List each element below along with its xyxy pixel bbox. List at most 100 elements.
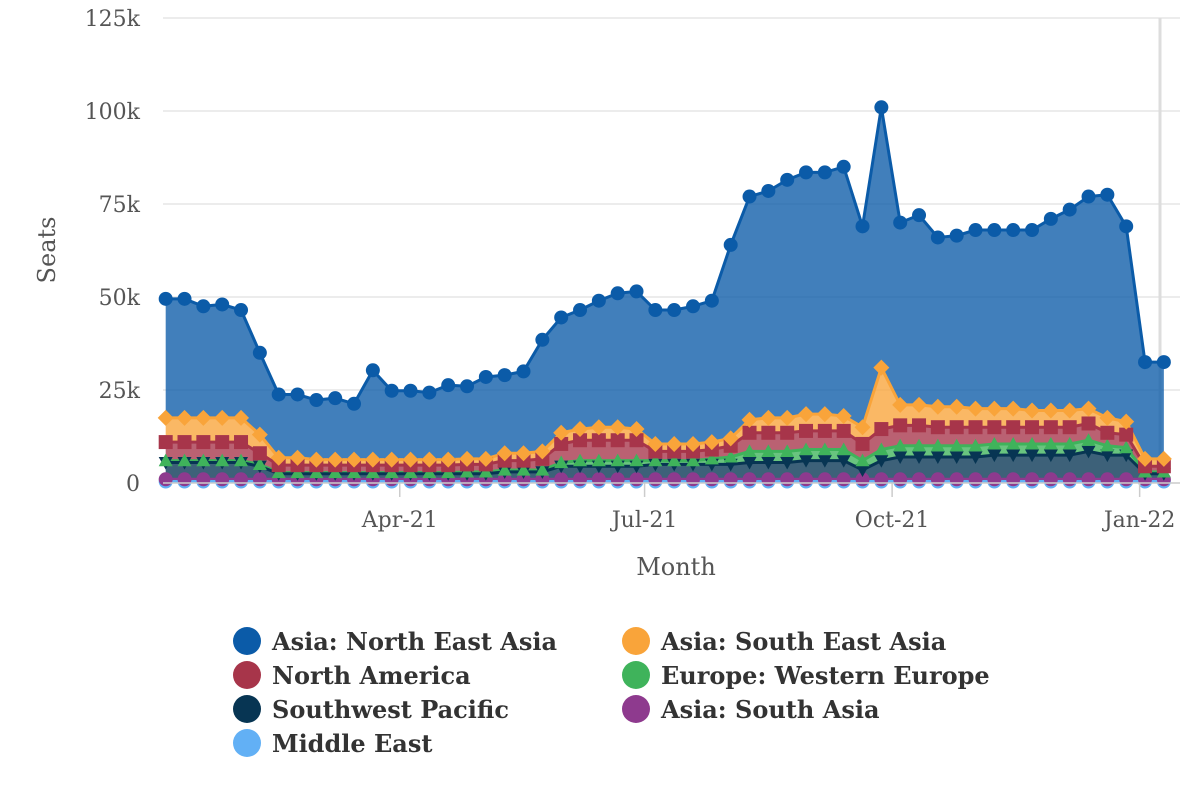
data-point xyxy=(1006,449,1021,463)
data-point xyxy=(1043,436,1058,450)
data-point xyxy=(591,293,606,308)
data-point xyxy=(968,420,983,435)
data-point xyxy=(722,430,739,447)
data-point xyxy=(1024,402,1041,419)
data-point xyxy=(215,297,230,312)
data-point xyxy=(874,100,889,115)
x-tick-label: Apr-21 xyxy=(361,508,438,533)
data-point xyxy=(177,291,192,306)
data-point xyxy=(873,359,890,376)
data-point xyxy=(930,472,945,487)
data-point xyxy=(157,409,174,426)
data-point xyxy=(572,421,589,438)
data-point xyxy=(780,425,795,440)
x-tick-label: Jul-21 xyxy=(610,508,677,533)
y-tick-label: 25k xyxy=(99,379,141,404)
data-point xyxy=(686,299,701,314)
data-point xyxy=(1062,202,1077,217)
data-point xyxy=(855,464,870,477)
data-point xyxy=(874,442,889,456)
data-point xyxy=(780,172,795,187)
data-point xyxy=(817,472,832,487)
data-point xyxy=(365,363,380,378)
data-point xyxy=(986,400,1003,417)
data-point xyxy=(742,425,757,440)
data-point xyxy=(590,419,607,436)
data-point xyxy=(704,451,719,465)
legend-item: Southwest Pacific xyxy=(233,695,509,724)
legend: Asia: North East Asia Asia: South East As… xyxy=(233,627,990,758)
x-tick-label: Jan-22 xyxy=(1102,508,1176,533)
data-point xyxy=(158,453,173,467)
data-point xyxy=(667,472,682,487)
data-point xyxy=(234,303,249,318)
data-point xyxy=(1119,440,1134,454)
data-point xyxy=(647,435,664,452)
data-point xyxy=(1080,400,1097,417)
data-point xyxy=(892,396,909,413)
data-point xyxy=(554,455,569,469)
y-tick-label: 50k xyxy=(99,286,141,311)
data-point xyxy=(573,303,588,318)
data-point xyxy=(987,449,1002,463)
data-point xyxy=(1042,402,1059,419)
data-point xyxy=(1062,436,1077,450)
data-point xyxy=(252,446,267,461)
legend-label: Europe: Western Europe xyxy=(661,661,990,690)
data-point xyxy=(930,451,945,464)
data-point xyxy=(930,230,945,245)
data-point xyxy=(535,332,550,347)
data-point xyxy=(1061,402,1078,419)
data-point xyxy=(347,396,362,411)
data-point xyxy=(874,422,889,437)
data-point xyxy=(741,411,758,428)
legend-item: North America xyxy=(233,661,471,690)
data-point xyxy=(912,208,927,223)
y-tick-label: 125k xyxy=(85,7,141,32)
data-point xyxy=(1100,472,1115,487)
data-point xyxy=(666,435,683,452)
data-point xyxy=(1043,449,1058,463)
data-point xyxy=(967,400,984,417)
y-tick-label: 100k xyxy=(85,100,141,125)
data-point xyxy=(685,435,702,452)
data-point xyxy=(234,435,249,450)
data-point xyxy=(686,472,701,487)
data-point xyxy=(742,444,757,457)
data-point xyxy=(742,456,757,470)
data-point xyxy=(1025,436,1040,450)
data-point xyxy=(855,436,870,451)
data-point xyxy=(289,449,306,466)
data-point xyxy=(760,409,777,426)
data-point xyxy=(893,438,908,452)
data-point xyxy=(196,472,211,487)
data-point xyxy=(648,453,663,467)
data-point xyxy=(742,189,757,204)
data-point xyxy=(987,472,1002,487)
data-point xyxy=(196,435,211,450)
data-point xyxy=(251,426,268,443)
data-point xyxy=(516,364,531,379)
data-point xyxy=(591,453,606,467)
data-point xyxy=(195,409,212,426)
data-point xyxy=(817,455,832,468)
data-point xyxy=(817,165,832,180)
data-point xyxy=(177,472,192,487)
data-point xyxy=(930,420,945,435)
data-point xyxy=(704,293,719,308)
data-point xyxy=(554,436,569,451)
data-point xyxy=(1006,436,1021,450)
legend-swatch xyxy=(622,627,650,655)
data-point xyxy=(780,444,795,457)
data-point xyxy=(628,421,645,438)
data-point xyxy=(817,423,832,438)
data-point xyxy=(629,453,644,467)
y-tick-label: 0 xyxy=(126,472,140,497)
data-point xyxy=(799,442,814,456)
data-point xyxy=(780,456,795,470)
x-tick-label: Oct-21 xyxy=(855,508,930,533)
data-point xyxy=(534,443,551,460)
data-point xyxy=(1043,420,1058,435)
data-point xyxy=(271,387,286,402)
